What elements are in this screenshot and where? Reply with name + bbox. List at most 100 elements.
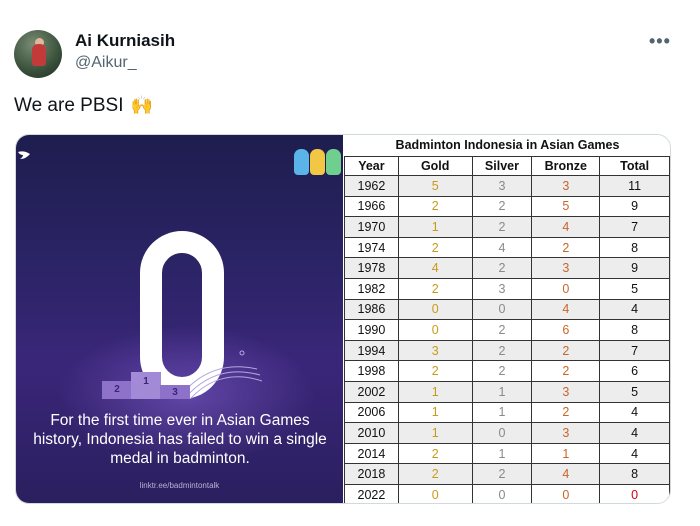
cell-total: 9 — [599, 257, 670, 279]
table-row: 1986 0 0 4 4 — [344, 298, 670, 321]
cell-total: 4 — [599, 298, 670, 321]
cell-bronze: 6 — [531, 319, 601, 341]
mascot-blue-shape — [294, 149, 309, 175]
podium-step-third: 3 — [160, 385, 190, 399]
cell-year: 2014 — [344, 442, 399, 465]
cell-gold: 2 — [397, 360, 473, 382]
cell-bronze: 3 — [531, 257, 601, 279]
cell-silver: 0 — [471, 483, 533, 503]
cell-silver: 0 — [471, 422, 533, 444]
podium-graphic: 2 1 3 — [102, 367, 190, 399]
cell-gold: 5 — [397, 175, 473, 197]
cell-bronze: 2 — [531, 360, 601, 382]
cell-total: 0 — [599, 483, 670, 503]
cell-gold: 1 — [397, 216, 473, 238]
mascot-green-shape — [326, 149, 341, 175]
cell-silver: 2 — [471, 195, 533, 218]
user-handle[interactable]: @Aikur_ — [75, 54, 137, 71]
table-row: 2018 2 2 4 8 — [344, 463, 670, 485]
table-row: 1994 3 2 2 7 — [344, 339, 670, 362]
raising-hands-icon: 🙌 — [130, 95, 154, 115]
avatar-head-shape — [35, 38, 44, 47]
medal-table-body: 1962 5 3 3 11 1966 2 2 5 9 1970 1 2 4 7 1974 2 4 2 8 1978 4 2 3… — [344, 175, 670, 503]
cell-gold: 0 — [397, 298, 473, 321]
table-row: 2022 0 0 0 0 — [344, 483, 670, 503]
cell-gold: 3 — [397, 339, 473, 362]
cell-silver: 2 — [471, 216, 533, 238]
cell-year: 1998 — [344, 360, 399, 382]
cell-total: 8 — [599, 319, 670, 341]
avatar-figure-shape — [32, 44, 46, 66]
big-zero-graphic — [140, 231, 224, 399]
cell-bronze: 3 — [531, 380, 601, 403]
cell-gold: 2 — [397, 442, 473, 465]
cell-silver: 2 — [471, 463, 533, 485]
cell-gold: 0 — [397, 319, 473, 341]
avatar[interactable] — [14, 30, 62, 78]
table-row: 2002 1 1 3 5 — [344, 380, 670, 403]
cell-total: 8 — [599, 463, 670, 485]
tweet-media-image[interactable]: 2 1 3 For the first time ever in Asian G… — [15, 134, 671, 504]
cell-year: 1990 — [344, 319, 399, 341]
cell-gold: 2 — [397, 463, 473, 485]
cell-total: 4 — [599, 422, 670, 444]
cell-bronze: 3 — [531, 422, 601, 444]
table-row: 2014 2 1 1 4 — [344, 442, 670, 465]
table-row: 1970 1 2 4 7 — [344, 216, 670, 238]
cell-gold: 2 — [397, 195, 473, 218]
cell-total: 9 — [599, 195, 670, 218]
table-row: 2006 1 1 2 4 — [344, 401, 670, 424]
medal-table-header-row: Year Gold Silver Bronze Total — [344, 156, 670, 176]
cell-gold: 1 — [397, 401, 473, 424]
cell-gold: 2 — [397, 236, 473, 259]
header-year: Year — [344, 156, 399, 176]
cell-gold: 1 — [397, 380, 473, 403]
medal-table: Year Gold Silver Bronze Total 1962 5 3 3 11 1… — [344, 156, 670, 503]
cell-year: 1962 — [344, 175, 399, 197]
cell-bronze: 4 — [531, 216, 601, 238]
cell-bronze: 4 — [531, 298, 601, 321]
header-total: Total — [599, 156, 670, 176]
more-options-icon[interactable]: ••• — [649, 31, 671, 51]
cell-silver: 2 — [471, 257, 533, 279]
cell-bronze: 0 — [531, 483, 601, 503]
cell-year: 1966 — [344, 195, 399, 218]
cell-gold: 1 — [397, 422, 473, 444]
cell-year: 1982 — [344, 277, 399, 300]
cell-bronze: 1 — [531, 442, 601, 465]
cell-gold: 0 — [397, 483, 473, 503]
table-row: 1978 4 2 3 9 — [344, 257, 670, 279]
cell-year: 1986 — [344, 298, 399, 321]
cell-silver: 0 — [471, 298, 533, 321]
podium-step-second: 2 — [102, 381, 132, 399]
cell-total: 7 — [599, 216, 670, 238]
cell-year: 2018 — [344, 463, 399, 485]
table-row: 1998 2 2 2 6 — [344, 360, 670, 382]
cell-total: 5 — [599, 380, 670, 403]
mascot-yellow-shape — [310, 149, 325, 175]
bird-icon — [18, 149, 30, 159]
user-display-name[interactable]: Ai Kurniasih — [75, 31, 176, 50]
cell-year: 2022 — [344, 483, 399, 503]
cell-total: 5 — [599, 277, 670, 300]
table-row: 1966 2 2 5 9 — [344, 195, 670, 218]
cell-silver: 1 — [471, 401, 533, 424]
header-gold: Gold — [397, 156, 473, 176]
cell-bronze: 2 — [531, 401, 601, 424]
cell-year: 1978 — [344, 257, 399, 279]
cell-total: 6 — [599, 360, 670, 382]
cell-year: 2002 — [344, 380, 399, 403]
graphic-panel: 2 1 3 For the first time ever in Asian G… — [16, 135, 343, 503]
medal-table-title: Badminton Indonesia in Asian Games — [395, 138, 620, 152]
table-row: 1962 5 3 3 11 — [344, 175, 670, 197]
cell-bronze: 3 — [531, 175, 601, 197]
header-silver: Silver — [471, 156, 533, 176]
cell-year: 1970 — [344, 216, 399, 238]
mascots-icon — [292, 145, 342, 179]
cell-bronze: 2 — [531, 339, 601, 362]
cell-total: 4 — [599, 401, 670, 424]
graphic-credit: linktr.ee/badmintontalk — [139, 481, 220, 490]
cell-year: 1974 — [344, 236, 399, 259]
table-row: 1974 2 4 2 8 — [344, 236, 670, 259]
